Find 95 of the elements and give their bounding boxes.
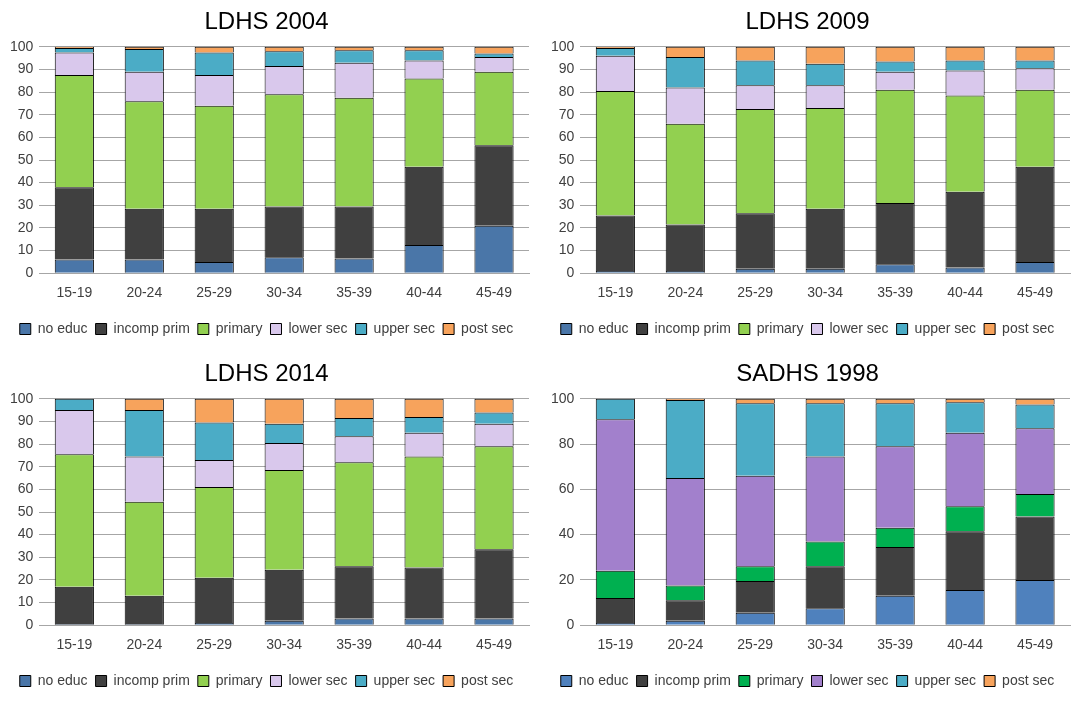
y-tick-label: 40 <box>558 525 575 542</box>
x-tick-label: 40-44 <box>406 636 443 653</box>
legend-label: no educ <box>37 319 88 336</box>
x-tick-label: 20-24 <box>126 636 163 653</box>
y-tick-label: 30 <box>17 548 34 565</box>
y-tick-label: 20 <box>17 218 34 235</box>
y-tick-label: 20 <box>558 218 575 235</box>
legend-label: upper sec <box>914 319 977 336</box>
legend-label: lower sec <box>288 671 348 688</box>
chart-title: LDHS 2014 <box>204 359 329 387</box>
legend-label: lower sec <box>829 671 889 688</box>
y-tick-label: 10 <box>17 593 34 610</box>
y-tick-label: 50 <box>17 150 34 167</box>
y-tick-label: 80 <box>558 434 575 451</box>
x-tick-label: 20-24 <box>126 284 163 301</box>
y-tick-label: 80 <box>17 434 34 451</box>
y-tick-label: 10 <box>558 241 575 258</box>
x-tick-label: 15-19 <box>56 284 93 301</box>
y-tick-label: 30 <box>558 196 575 213</box>
y-tick-label: 10 <box>17 241 34 258</box>
y-tick-label: 100 <box>10 389 34 406</box>
legend-label: upper sec <box>373 671 436 688</box>
x-tick-label: 45-49 <box>1017 284 1054 301</box>
x-tick-label: 35-39 <box>336 284 373 301</box>
legend-label: upper sec <box>373 319 436 336</box>
legend-label: primary <box>215 319 263 336</box>
legend-label: incomp prim <box>654 319 731 336</box>
x-tick-label: 25-29 <box>737 284 774 301</box>
y-tick-label: 0 <box>25 616 34 633</box>
x-tick-label: 35-39 <box>877 636 914 653</box>
legend-label: post sec <box>1002 319 1055 336</box>
y-tick-label: 80 <box>558 82 575 99</box>
legend-label: incomp prim <box>113 671 190 688</box>
x-tick-label: 15-19 <box>597 636 634 653</box>
y-tick-label: 20 <box>17 570 34 587</box>
legend-label: upper sec <box>914 671 977 688</box>
legend-label: primary <box>215 671 263 688</box>
y-tick-label: 60 <box>558 128 575 145</box>
y-tick-label: 70 <box>17 105 34 122</box>
y-tick-label: 60 <box>17 480 34 497</box>
y-tick-label: 100 <box>10 37 34 54</box>
legend-label: no educ <box>37 671 88 688</box>
chart-title: SADHS 1998 <box>736 359 879 387</box>
x-tick-label: 35-39 <box>877 284 914 301</box>
x-tick-label: 35-39 <box>336 636 373 653</box>
y-tick-label: 90 <box>17 60 34 77</box>
x-tick-label: 30-34 <box>807 284 844 301</box>
x-tick-label: 30-34 <box>266 284 303 301</box>
chart-title: LDHS 2009 <box>745 7 870 35</box>
x-tick-label: 15-19 <box>597 284 634 301</box>
x-tick-label: 25-29 <box>737 636 774 653</box>
legend-label: primary <box>756 671 804 688</box>
y-tick-label: 50 <box>17 502 34 519</box>
y-tick-label: 0 <box>25 264 34 281</box>
y-tick-label: 40 <box>17 173 34 190</box>
y-tick-label: 50 <box>558 150 575 167</box>
chart-title: LDHS 2004 <box>204 7 329 35</box>
x-tick-label: 15-19 <box>56 636 93 653</box>
legend-label: lower sec <box>288 319 348 336</box>
legend-label: incomp prim <box>654 671 731 688</box>
x-tick-label: 40-44 <box>947 284 984 301</box>
y-tick-label: 60 <box>558 480 575 497</box>
x-tick-label: 45-49 <box>1017 636 1054 653</box>
legend-label: post sec <box>461 319 514 336</box>
x-tick-label: 20-24 <box>667 284 704 301</box>
legend-label: incomp prim <box>113 319 190 336</box>
x-tick-label: 40-44 <box>406 284 443 301</box>
y-tick-label: 90 <box>17 412 34 429</box>
x-tick-label: 30-34 <box>807 636 844 653</box>
x-tick-label: 45-49 <box>476 284 513 301</box>
x-tick-label: 25-29 <box>196 284 233 301</box>
x-tick-label: 30-34 <box>266 636 303 653</box>
y-tick-label: 30 <box>17 196 34 213</box>
x-tick-label: 40-44 <box>947 636 984 653</box>
legend-label: no educ <box>578 671 629 688</box>
y-tick-label: 0 <box>566 264 575 281</box>
y-tick-label: 90 <box>558 60 575 77</box>
legend-label: no educ <box>578 319 629 336</box>
y-tick-label: 40 <box>558 173 575 190</box>
y-tick-label: 0 <box>566 616 575 633</box>
y-tick-label: 20 <box>558 570 575 587</box>
legend-label: primary <box>756 319 804 336</box>
y-tick-label: 70 <box>558 105 575 122</box>
legend-label: post sec <box>1002 671 1055 688</box>
x-tick-label: 45-49 <box>476 636 513 653</box>
y-tick-label: 100 <box>551 37 575 54</box>
y-tick-label: 60 <box>17 128 34 145</box>
y-tick-label: 80 <box>17 82 34 99</box>
y-tick-label: 100 <box>551 389 575 406</box>
legend-label: post sec <box>461 671 514 688</box>
x-tick-label: 20-24 <box>667 636 704 653</box>
legend-label: lower sec <box>829 319 889 336</box>
y-tick-label: 40 <box>17 525 34 542</box>
y-tick-label: 70 <box>17 457 34 474</box>
x-tick-label: 25-29 <box>196 636 233 653</box>
